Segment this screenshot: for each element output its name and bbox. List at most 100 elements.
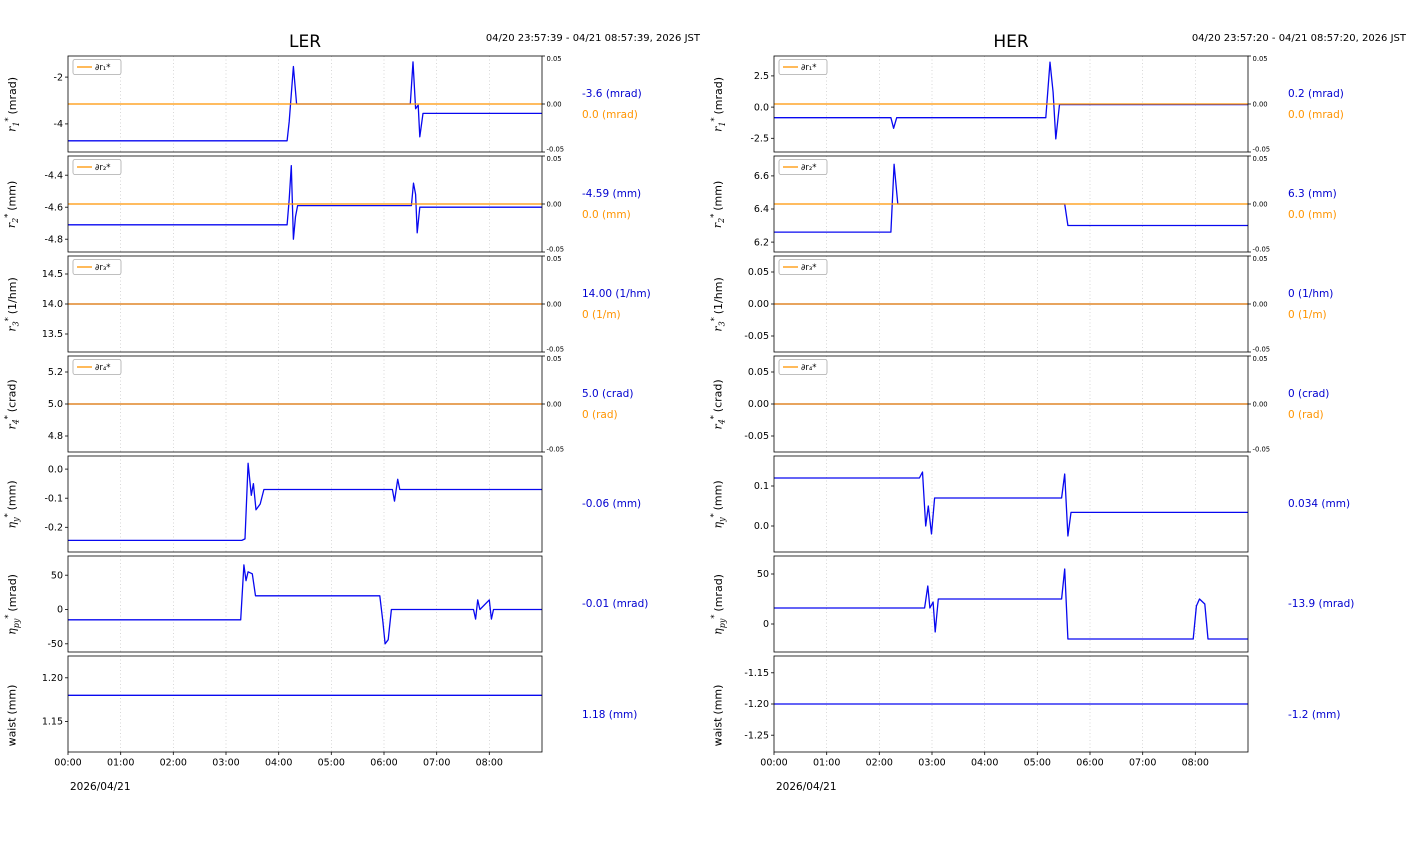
current-value-labels: -3.6 (mrad) 0.0 (mrad) <box>572 54 702 154</box>
ylabel-sup: * <box>3 213 13 218</box>
series-eta_py-line <box>774 568 1248 640</box>
legend: ∂r₃* <box>778 259 828 275</box>
tick-label: -2.5 <box>750 134 769 145</box>
tick-label: 0.05 <box>547 355 562 363</box>
chart-row-r3: r3*(1/hm) 14.5 14.0 13.5 0.05 0.00 -0.05 ∂r₃* 14… <box>0 254 706 354</box>
value-label-r1-1: 0.0 (mrad) <box>1288 108 1344 121</box>
tick-label: 06:00 <box>370 758 397 769</box>
plot-border <box>67 655 543 753</box>
y-axis-title-text: waist (mm) <box>712 684 725 746</box>
ylabel-base: r <box>5 325 19 332</box>
value-label-r4-1: 0 (rad) <box>582 408 618 421</box>
chart-eta_y: 0.0 -0.1 -0.2 <box>44 455 543 553</box>
tick-label: ∂r₁* <box>95 63 111 73</box>
value-label-r4-1: 0 (rad) <box>1288 408 1324 421</box>
ylabel-sub: 2 <box>11 217 21 223</box>
tick-label: 08:00 <box>1182 758 1209 769</box>
tick-label: 14.0 <box>42 299 63 310</box>
ylabel-unit: (mm) <box>711 684 725 715</box>
panel-title: HER <box>993 32 1029 52</box>
ylabel-base: r <box>5 423 19 430</box>
y-axis: -4.4 -4.6 -4.8 <box>44 170 68 245</box>
ylabel-unit: (mm) <box>711 479 725 510</box>
ylabel-unit: (1/hm) <box>5 276 19 314</box>
ylabel-base: r <box>711 325 725 332</box>
current-value-labels: 0 (crad) 0 (rad) <box>1278 354 1408 454</box>
tick-label: -0.05 <box>547 346 565 354</box>
ylabel-base: r <box>5 126 19 132</box>
y-axis-title: r2* (mm) <box>706 154 730 254</box>
tick-label: 50 <box>51 570 63 581</box>
tick-label: 0.0 <box>754 521 769 532</box>
y-axis-title: waist (mm) <box>0 654 24 776</box>
tick-label: 0.05 <box>748 367 769 378</box>
value-label-eta_y-0: -0.06 (mm) <box>582 498 642 510</box>
y-axis: 2.5 0.0 -2.5 <box>750 71 774 145</box>
tick-label: 05:00 <box>1024 758 1051 769</box>
tick-label: 0.00 <box>748 299 769 310</box>
legend: ∂r₃* <box>72 259 122 275</box>
y-axis-title: ηy* (mm) <box>0 454 24 554</box>
chart-waist: -1.15 -1.20 -1.25 00:00 01:00 02:00 03:00 04:00… <box>744 655 1249 769</box>
legend: ∂r₂* <box>778 159 828 175</box>
current-value-labels: 6.3 (mm) 0.0 (mm) <box>1278 154 1408 254</box>
chart-row-r2: r2* (mm) 6.6 6.4 6.2 0.05 0.00 -0.05 ∂r₂* 6.3 (mm… <box>706 154 1412 254</box>
current-value-labels: 14.00 (1/hm) 0 (1/m) <box>572 254 702 354</box>
chart-row-r4: r4* (crad) 5.2 5.0 4.8 0.05 0.00 -0.05 ∂r₄* 5.0 (… <box>0 354 706 454</box>
current-value-labels: -1.2 (mm) <box>1278 654 1408 776</box>
chart-row-r4: r4*(crad) 0.05 0.00 -0.05 0.05 0.00 -0.05 ∂r₄* 0… <box>706 354 1412 454</box>
tick-label: ∂r₄* <box>801 363 817 373</box>
tick-label: -0.05 <box>744 431 769 442</box>
ylabel-sup: * <box>709 213 719 218</box>
ylabel-unit: (mm) <box>5 479 19 510</box>
panel-ler: LER 04/20 23:57:39 - 04/21 08:57:39, 2026… <box>0 32 706 793</box>
tick-label: 08:00 <box>476 758 503 769</box>
tick-label: -4.6 <box>44 202 63 213</box>
y-axis-title-text: ηy* (mm) <box>710 480 727 528</box>
right-axis: 0.05 0.00 -0.05 <box>1248 155 1270 254</box>
legend: ∂r₄* <box>778 359 828 375</box>
tick-label: 03:00 <box>212 758 239 769</box>
chart-r4: 0.05 0.00 -0.05 0.05 0.00 -0.05 ∂r₄* <box>744 355 1270 454</box>
tick-label: 2.5 <box>754 71 769 82</box>
y-axis-title: r3* (1/hm) <box>0 254 24 354</box>
tick-label: 0.00 <box>1253 200 1268 208</box>
current-value-labels: -0.06 (mm) <box>572 454 702 554</box>
value-label-r3-1: 0 (1/m) <box>582 308 621 321</box>
chart-row-r3: r3*(1/hm) 0.05 0.00 -0.05 0.05 0.00 -0.05 ∂r₃* 0… <box>706 254 1412 354</box>
chart-row-waist: waist(mm) -1.15 -1.20 -1.25 00:00 01:00 02:00 0… <box>706 654 1412 776</box>
date-label: 2026/04/21 <box>70 781 131 793</box>
y-axis-title: r2* (mm) <box>0 154 24 254</box>
y-axis: 50 0 <box>757 569 774 630</box>
ylabel-sup: * <box>3 614 13 619</box>
chart-row-waist: waist (mm) 1.20 1.15 00:00 01:00 02:00 03:00 04:… <box>0 654 706 776</box>
chart-waist: 1.20 1.15 00:00 01:00 02:00 03:00 04:00 05:00 06… <box>42 655 543 769</box>
tick-label: 02:00 <box>866 758 893 769</box>
value-label-r1-0: 0.2 (mrad) <box>1288 87 1344 100</box>
tick-label: 0.05 <box>1253 355 1268 363</box>
tick-label: 0.0 <box>48 464 63 475</box>
y-axis: 14.5 14.0 13.5 <box>42 269 68 340</box>
ylabel-sup: * <box>3 117 13 122</box>
value-label-r4-0: 5.0 (crad) <box>582 387 634 400</box>
tick-label: 03:00 <box>918 758 945 769</box>
ylabel-sup: * <box>709 414 719 419</box>
value-label-r3-1: 0 (1/m) <box>1288 308 1327 321</box>
legend: ∂r₁* <box>72 59 122 75</box>
series-r1-line <box>774 61 1248 140</box>
chart-row-eta_py: ηpy* (mrad) 50 0 -13.9 (mrad) <box>706 554 1412 654</box>
legend: ∂r₁* <box>778 59 828 75</box>
value-label-r3-0: 14.00 (1/hm) <box>582 287 651 300</box>
legend: ∂r₂* <box>72 159 122 175</box>
tick-label: 14.5 <box>42 269 63 280</box>
chart-r1: 2.5 0.0 -2.5 0.05 0.00 -0.05 ∂r₁* <box>750 55 1270 154</box>
chart-row-r1: r1*(mrad) -2 -4 0.05 0.00 -0.05 ∂r₁* -3.6 (mrad… <box>0 54 706 154</box>
tick-label: -2 <box>54 72 63 83</box>
ylabel-base: waist <box>711 717 725 746</box>
ylabel-base: r <box>711 222 725 228</box>
plot-border <box>773 455 1249 553</box>
y-axis-title-text: ηpy* (mrad) <box>4 574 21 635</box>
chart-eta_py: 50 0 -50 <box>47 555 543 653</box>
tick-label: ∂r₁* <box>801 63 817 73</box>
